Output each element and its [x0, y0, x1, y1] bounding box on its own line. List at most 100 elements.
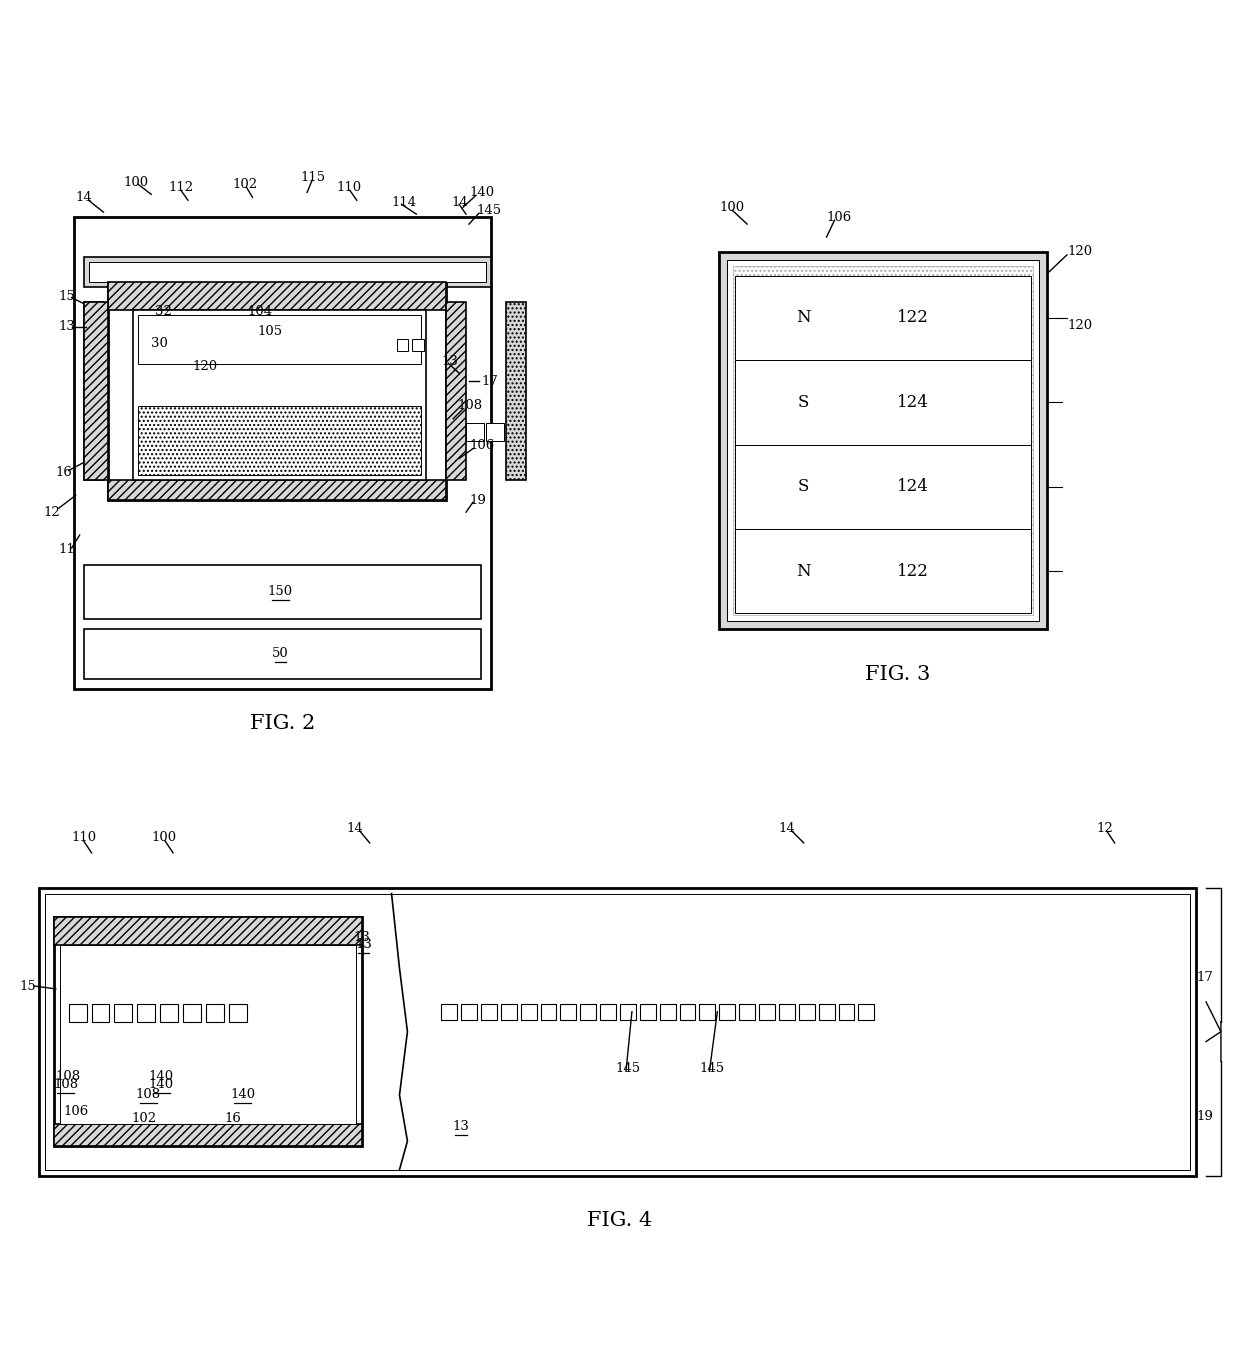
Bar [138, 1003, 155, 1021]
Text: 105: 105 [258, 324, 283, 338]
Bar [719, 1003, 735, 1020]
Bar [521, 1003, 537, 1020]
Bar [92, 1003, 109, 1021]
Bar [560, 1003, 577, 1020]
Bar [413, 340, 424, 352]
Bar [739, 1003, 755, 1020]
Bar [486, 423, 503, 441]
Text: 11: 11 [58, 543, 76, 556]
Text: N: N [796, 309, 811, 326]
Text: S: S [799, 478, 810, 496]
Text: 106: 106 [469, 439, 495, 452]
Bar [53, 1124, 362, 1146]
Text: 115: 115 [300, 171, 325, 183]
Bar [68, 1003, 87, 1021]
Text: 102: 102 [233, 178, 258, 190]
Text: 140: 140 [149, 1077, 174, 1091]
Bar [481, 1003, 497, 1020]
Text: 120: 120 [1066, 319, 1092, 333]
Bar [466, 423, 484, 441]
Text: S: S [799, 394, 810, 411]
Text: 124: 124 [897, 394, 929, 411]
Text: 106: 106 [63, 1105, 89, 1117]
Text: 14: 14 [451, 196, 467, 208]
Text: 14: 14 [347, 821, 363, 835]
Bar [735, 275, 1032, 360]
Bar [728, 260, 1039, 622]
Bar [73, 218, 491, 689]
Text: 13: 13 [356, 938, 372, 950]
Bar [680, 1003, 696, 1020]
Text: 19: 19 [469, 494, 486, 507]
Text: 110: 110 [72, 831, 97, 845]
Text: 14: 14 [76, 190, 93, 204]
Bar [446, 301, 466, 481]
Bar [45, 894, 1190, 1169]
Bar [580, 1003, 596, 1020]
Bar [184, 1003, 201, 1021]
Text: 16: 16 [56, 465, 73, 479]
Bar [719, 252, 1047, 630]
Bar [461, 1003, 477, 1020]
Text: 13: 13 [353, 931, 371, 943]
Text: 104: 104 [248, 305, 273, 318]
Bar [397, 340, 408, 352]
Text: 122: 122 [897, 563, 929, 579]
Text: FIG. 3: FIG. 3 [866, 664, 931, 683]
Bar [735, 360, 1032, 445]
Bar [83, 257, 491, 286]
Text: N: N [796, 563, 811, 579]
Bar [838, 1003, 854, 1020]
Text: 13: 13 [441, 355, 458, 368]
Text: 50: 50 [272, 646, 289, 660]
Bar [53, 917, 362, 945]
Text: 100: 100 [151, 831, 176, 845]
Bar [733, 266, 1033, 616]
Text: 13: 13 [58, 320, 76, 333]
Text: 112: 112 [169, 181, 193, 194]
Bar [640, 1003, 656, 1020]
Bar [600, 1003, 616, 1020]
Text: 12: 12 [1096, 821, 1114, 835]
Text: 140: 140 [469, 186, 495, 199]
Text: 108: 108 [458, 400, 482, 412]
Text: 145: 145 [476, 204, 501, 216]
Bar [83, 565, 481, 619]
Bar [506, 301, 526, 481]
Bar [108, 481, 446, 500]
Text: 108: 108 [56, 1069, 81, 1083]
Bar [88, 261, 486, 282]
Bar [60, 945, 356, 1124]
Text: 140: 140 [149, 1069, 174, 1083]
Bar [735, 528, 1032, 613]
Bar [501, 1003, 517, 1020]
Bar [660, 1003, 676, 1020]
Bar [735, 445, 1032, 528]
Bar [38, 887, 1197, 1176]
Text: 100: 100 [123, 175, 149, 189]
Text: FIG. 2: FIG. 2 [249, 715, 315, 734]
Text: 15: 15 [58, 290, 76, 303]
Text: 14: 14 [779, 821, 796, 835]
Text: 120: 120 [193, 360, 218, 372]
Text: 110: 110 [337, 181, 362, 194]
Bar [138, 405, 422, 475]
Text: 140: 140 [229, 1088, 255, 1101]
Bar [114, 1003, 133, 1021]
Bar [620, 1003, 636, 1020]
Bar [858, 1003, 874, 1020]
Bar [83, 301, 103, 481]
Bar [53, 917, 362, 1146]
Text: 145: 145 [615, 1062, 640, 1075]
Text: 106: 106 [827, 211, 852, 223]
Text: 120: 120 [1066, 245, 1092, 259]
Bar [108, 282, 446, 309]
Bar [779, 1003, 795, 1020]
Text: 32: 32 [155, 305, 172, 318]
Bar [799, 1003, 815, 1020]
Text: FIG. 4: FIG. 4 [588, 1210, 652, 1229]
Text: 108: 108 [135, 1088, 161, 1101]
Text: 100: 100 [719, 201, 744, 214]
Text: 122: 122 [897, 309, 929, 326]
Text: 30: 30 [151, 337, 169, 350]
